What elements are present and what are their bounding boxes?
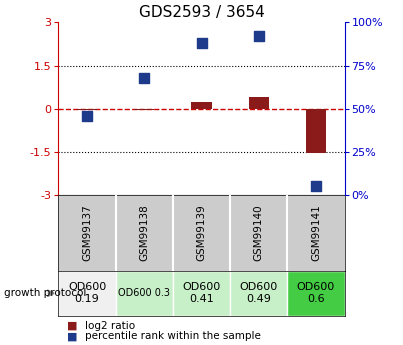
Text: percentile rank within the sample: percentile rank within the sample — [85, 332, 260, 341]
Text: OD600
0.6: OD600 0.6 — [297, 283, 335, 304]
Bar — [249, 97, 269, 109]
Text: GSM99137: GSM99137 — [82, 205, 92, 261]
Text: OD600
0.49: OD600 0.49 — [240, 283, 278, 304]
Point — [84, 113, 90, 118]
Text: GSM99140: GSM99140 — [254, 205, 264, 261]
Text: log2 ratio: log2 ratio — [85, 321, 135, 331]
Text: growth protocol: growth protocol — [4, 288, 86, 298]
Text: OD600
0.41: OD600 0.41 — [183, 283, 220, 304]
Bar — [116, 271, 173, 316]
Bar — [230, 271, 287, 316]
Text: OD600 0.3: OD600 0.3 — [118, 288, 170, 298]
Text: OD600
0.19: OD600 0.19 — [68, 283, 106, 304]
Bar — [58, 271, 116, 316]
Text: ■: ■ — [66, 321, 77, 331]
Bar — [306, 109, 326, 153]
Bar — [173, 271, 230, 316]
Text: ■: ■ — [66, 332, 77, 341]
Text: GSM99141: GSM99141 — [311, 205, 321, 261]
Text: GSM99138: GSM99138 — [139, 205, 149, 261]
Point — [313, 184, 319, 189]
Title: GDS2593 / 3654: GDS2593 / 3654 — [139, 5, 264, 20]
Point — [256, 33, 262, 39]
Bar — [287, 271, 345, 316]
Point — [198, 40, 205, 46]
Text: GSM99139: GSM99139 — [197, 205, 206, 261]
Bar — [191, 102, 212, 109]
Point — [141, 75, 147, 80]
